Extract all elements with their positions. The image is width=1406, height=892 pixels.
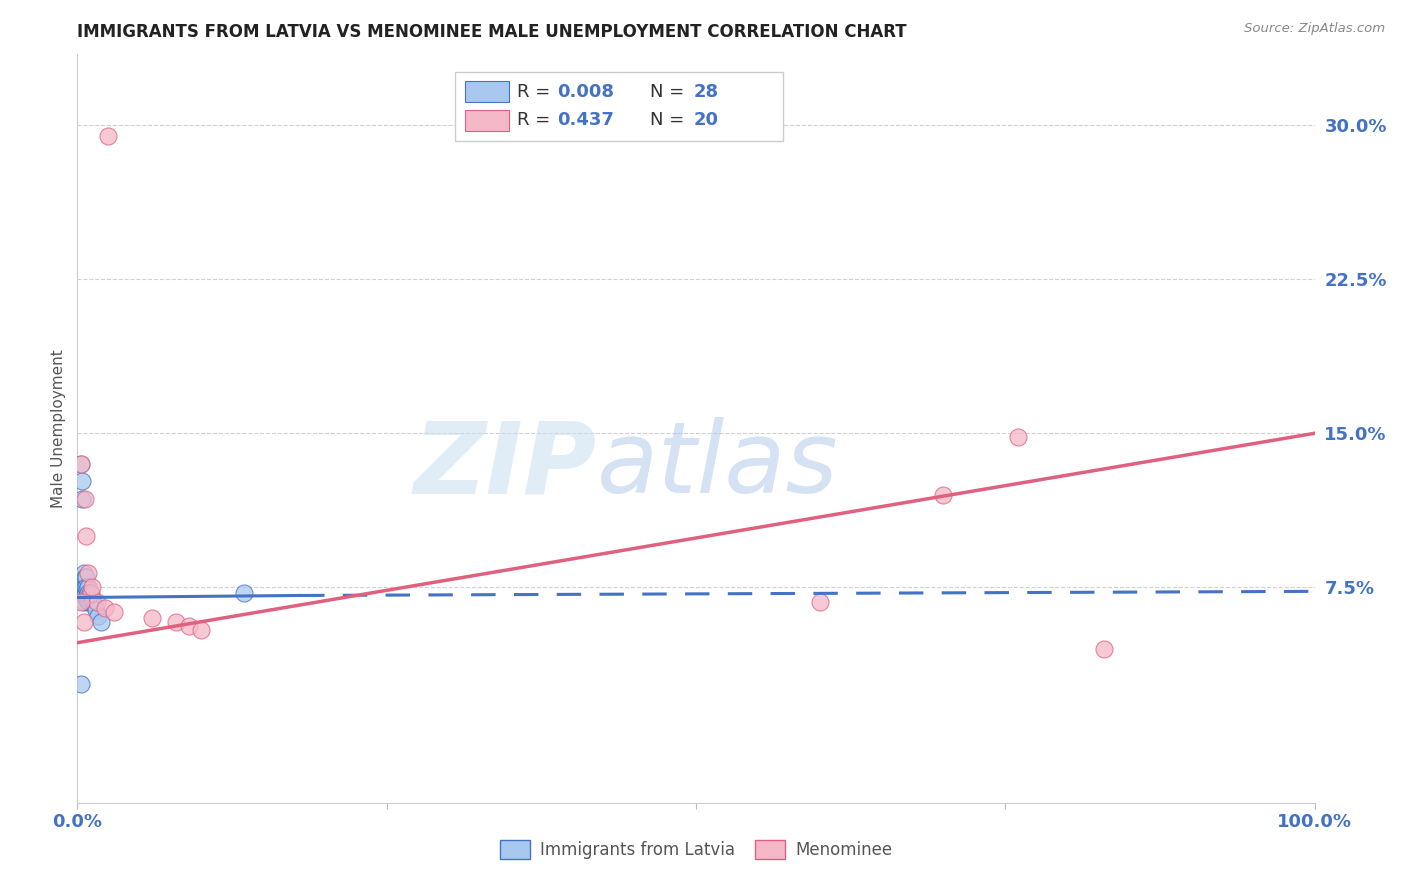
Point <box>76 592 98 607</box>
Point <box>77 586 100 600</box>
Point <box>73 491 96 506</box>
Point <box>75 580 97 594</box>
Legend: Immigrants from Latvia, Menominee: Immigrants from Latvia, Menominee <box>494 833 898 865</box>
Point <box>1092 641 1115 656</box>
Point <box>90 615 112 629</box>
Point <box>83 599 105 613</box>
Point <box>73 570 96 584</box>
Point <box>808 594 831 608</box>
Point <box>76 582 98 597</box>
Point <box>75 529 97 543</box>
Point <box>72 491 94 506</box>
Text: Source: ZipAtlas.com: Source: ZipAtlas.com <box>1244 22 1385 36</box>
Point <box>82 580 104 594</box>
Point <box>177 619 200 633</box>
Text: R =: R = <box>516 112 550 129</box>
Point <box>1007 430 1029 444</box>
Point <box>72 580 94 594</box>
Text: N =: N = <box>650 112 685 129</box>
Y-axis label: Male Unemployment: Male Unemployment <box>51 349 66 508</box>
Point <box>72 566 94 580</box>
Point <box>165 615 187 629</box>
Point <box>97 128 120 143</box>
Point <box>103 605 125 619</box>
Text: IMMIGRANTS FROM LATVIA VS MENOMINEE MALE UNEMPLOYMENT CORRELATION CHART: IMMIGRANTS FROM LATVIA VS MENOMINEE MALE… <box>77 23 907 41</box>
Point <box>84 603 107 617</box>
Text: 28: 28 <box>693 83 718 101</box>
Text: 0.008: 0.008 <box>557 83 614 101</box>
Point <box>93 600 115 615</box>
Text: 20: 20 <box>693 112 718 129</box>
Text: atlas: atlas <box>598 417 838 514</box>
Point <box>77 566 100 580</box>
Point <box>87 609 110 624</box>
FancyBboxPatch shape <box>464 81 509 103</box>
Point <box>79 594 101 608</box>
Text: N =: N = <box>650 83 685 101</box>
Point <box>190 624 212 638</box>
Point <box>72 615 94 629</box>
Point <box>73 580 96 594</box>
Point <box>72 594 94 608</box>
Point <box>70 594 93 608</box>
FancyBboxPatch shape <box>464 110 509 131</box>
Point <box>77 594 100 608</box>
Text: R =: R = <box>516 83 550 101</box>
Text: 0.437: 0.437 <box>557 112 614 129</box>
Text: ZIP: ZIP <box>413 417 598 514</box>
Point <box>233 586 256 600</box>
Point <box>70 677 93 691</box>
Point <box>82 594 104 608</box>
Point <box>77 580 100 594</box>
Point <box>70 457 93 471</box>
Point <box>75 570 97 584</box>
FancyBboxPatch shape <box>454 72 783 141</box>
Point <box>73 589 96 603</box>
Point <box>70 457 93 471</box>
Point <box>72 474 94 488</box>
Point <box>79 586 101 600</box>
Point <box>80 589 103 603</box>
Point <box>86 594 108 608</box>
Point <box>141 611 163 625</box>
Point <box>80 586 103 600</box>
Point <box>75 591 97 605</box>
Point <box>82 592 104 607</box>
Point <box>932 488 955 502</box>
